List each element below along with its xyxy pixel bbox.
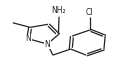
Text: Cl: Cl xyxy=(86,8,93,17)
Text: N: N xyxy=(25,34,31,43)
Text: N: N xyxy=(45,40,50,49)
Text: NH₂: NH₂ xyxy=(52,6,66,15)
